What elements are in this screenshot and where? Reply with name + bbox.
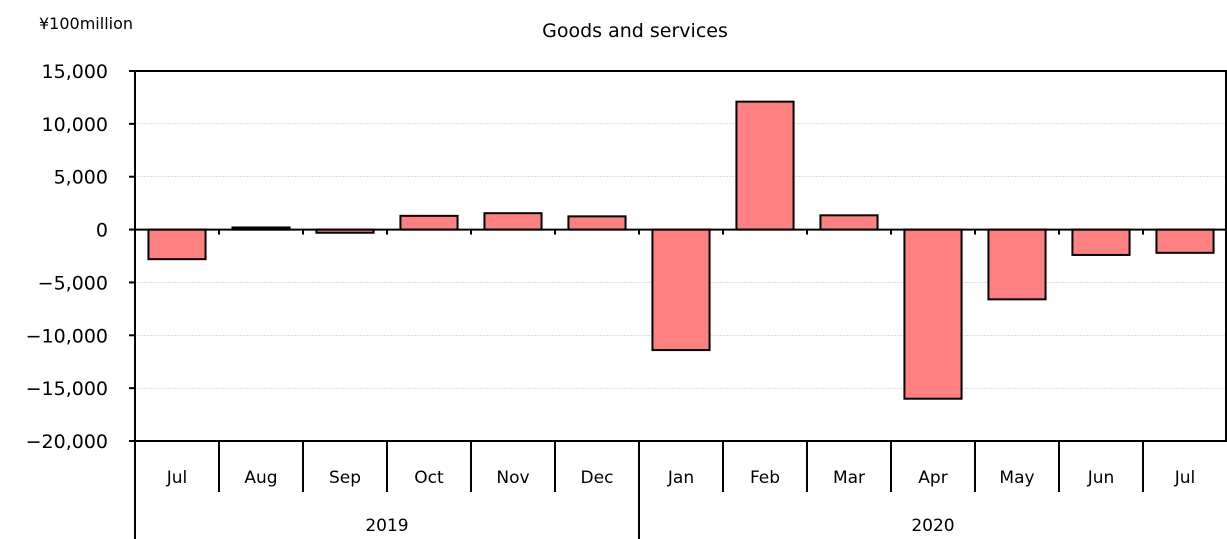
y-tick-labels: 15,000 10,000 5,000 0 −5,000 −10,000 −15,000 −2… — [26, 61, 135, 453]
y-tick-label: −10,000 — [26, 325, 108, 347]
bar-4 — [483, 212, 543, 231]
y-tick-label: −15,000 — [26, 378, 108, 400]
x-tick-label: May — [999, 468, 1034, 488]
x-tick-label: Dec — [581, 468, 614, 488]
x-tick-label: Mar — [833, 468, 865, 488]
bar-12 — [1155, 228, 1215, 254]
bar-9 — [903, 228, 963, 400]
y-tick-label: 0 — [96, 220, 108, 242]
bars — [147, 100, 1215, 400]
bar-7 — [735, 100, 795, 231]
year-label: 2020 — [911, 516, 954, 536]
chart-title: Goods and services — [542, 20, 728, 42]
bar-11 — [1071, 228, 1131, 256]
axes — [134, 70, 1227, 539]
x-tick-label: Feb — [750, 468, 780, 488]
x-tick-label: Jul — [1174, 468, 1196, 488]
x-tick-label: Aug — [244, 468, 277, 488]
bar-6 — [651, 228, 711, 352]
unit-label: ¥100million — [39, 14, 133, 33]
bar-3 — [399, 214, 459, 231]
year-label: 2019 — [365, 516, 408, 536]
bar-0 — [147, 228, 207, 261]
y-tick-label: 15,000 — [42, 61, 108, 83]
bar-10 — [987, 228, 1047, 301]
x-tick-label: Jun — [1087, 468, 1115, 488]
x-tick-label: Oct — [414, 468, 444, 488]
bar-5 — [567, 215, 627, 231]
y-tick-label: 10,000 — [42, 114, 108, 136]
x-tick-label: Sep — [329, 468, 361, 488]
y-tick-label: −5,000 — [38, 272, 108, 294]
bar-8 — [819, 214, 879, 231]
x-tick-label: Apr — [918, 468, 947, 488]
x-tick-label: Jul — [166, 468, 188, 488]
x-axis-categories: Jul Aug Sep Oct Nov Dec Jan Feb Mar Apr May Jun Jul 2… — [166, 441, 1196, 539]
y-tick-label: −20,000 — [26, 431, 108, 453]
x-tick-label: Nov — [496, 468, 529, 488]
y-tick-label: 5,000 — [54, 167, 108, 189]
x-tick-label: Jan — [667, 468, 694, 488]
